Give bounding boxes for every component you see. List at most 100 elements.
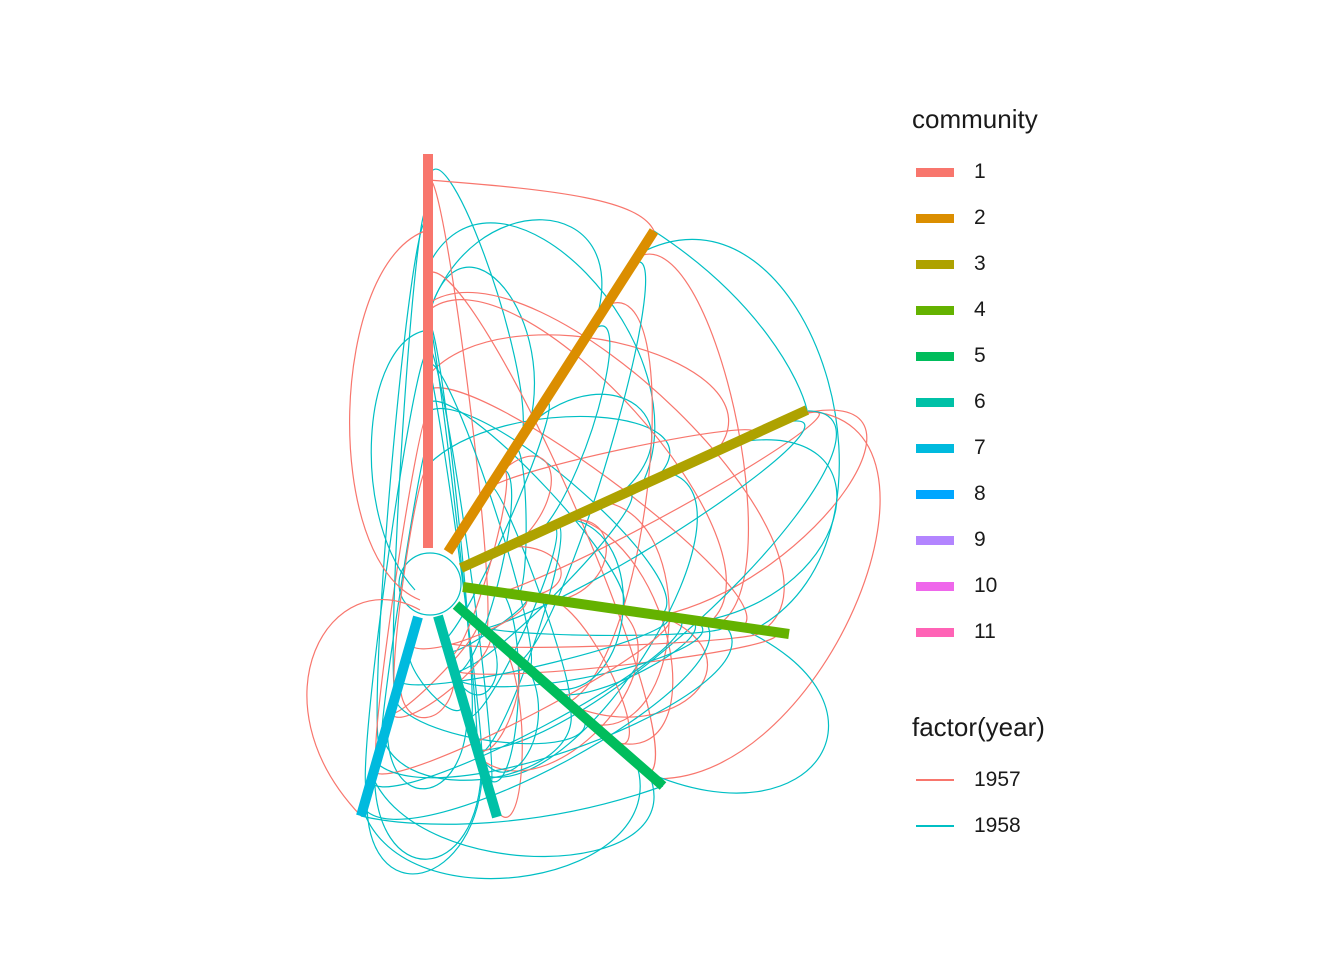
community-legend-label: 3 — [974, 252, 986, 275]
edge — [455, 632, 498, 696]
edge — [393, 466, 429, 693]
community-legend-label: 2 — [974, 206, 986, 229]
community-legend-label: 9 — [974, 528, 986, 551]
edge — [427, 291, 785, 631]
edge — [488, 429, 755, 489]
axis-community-7 — [356, 615, 423, 818]
edge — [646, 625, 830, 794]
community-legend-key — [916, 443, 954, 453]
edge — [427, 266, 535, 425]
edge — [427, 168, 524, 437]
edge — [477, 410, 837, 752]
community-legend-item: 5 — [912, 333, 1038, 379]
community-legend-label: 7 — [974, 436, 986, 459]
edge — [427, 334, 730, 452]
edge — [371, 773, 655, 858]
edge — [427, 367, 483, 765]
edge — [454, 491, 633, 673]
edge — [366, 767, 484, 875]
edge — [362, 621, 710, 820]
community-legend-key — [916, 351, 954, 361]
axis-community-3 — [458, 405, 810, 573]
community-legend-item: 2 — [912, 195, 1038, 241]
community-legend-item: 1 — [912, 149, 1038, 195]
edge — [454, 469, 513, 676]
edge — [399, 615, 669, 686]
community-legend-label: 6 — [974, 390, 986, 413]
edge — [701, 439, 838, 622]
edge — [362, 762, 641, 880]
edge — [373, 616, 671, 775]
community-legend-key — [916, 397, 954, 407]
community-legend-key — [916, 305, 954, 315]
community-legend-key — [916, 213, 954, 223]
edge — [529, 393, 653, 497]
edge — [386, 715, 468, 790]
community-legend-item: 6 — [912, 379, 1038, 425]
edge — [567, 302, 653, 704]
community-legend-key — [916, 489, 954, 499]
edge — [409, 595, 528, 650]
community-legend-label: 5 — [974, 344, 986, 367]
year-legend-item: 1958 — [912, 803, 1045, 849]
edge — [639, 238, 840, 630]
axis-community-2 — [443, 228, 659, 555]
edge — [492, 647, 523, 818]
edge — [306, 598, 421, 817]
edge — [382, 703, 572, 781]
edge — [556, 619, 697, 696]
edge — [456, 619, 704, 688]
edge — [654, 410, 881, 780]
edge — [636, 253, 749, 625]
edge — [360, 785, 664, 825]
axis-community-5 — [452, 601, 667, 790]
edge — [572, 516, 674, 745]
edge — [348, 229, 429, 601]
edge — [467, 525, 558, 718]
edge — [392, 210, 429, 698]
edge — [592, 501, 670, 726]
community-legend-item: 3 — [912, 241, 1038, 287]
year-legend: factor(year) 1957 1958 — [912, 712, 1045, 849]
community-legend-item: 9 — [912, 517, 1038, 563]
edge — [364, 350, 429, 794]
edge — [484, 472, 698, 778]
edge — [661, 409, 868, 617]
community-legend-label: 8 — [974, 482, 986, 505]
edge — [427, 299, 727, 623]
community-legend-key — [916, 535, 954, 545]
edge — [373, 764, 483, 860]
community-legend-key — [916, 627, 954, 637]
community-legend-label: 11 — [974, 620, 996, 643]
community-legend-item: 10 — [912, 563, 1038, 609]
community-legend-label: 4 — [974, 298, 986, 321]
community-legend-item: 4 — [912, 287, 1038, 333]
year-legend-key — [916, 779, 954, 781]
axis-community-4 — [462, 582, 790, 639]
community-legend-item: 11 — [912, 609, 1038, 655]
edge — [444, 401, 550, 641]
edge — [570, 614, 709, 718]
edge — [505, 546, 562, 597]
edge — [427, 408, 668, 616]
year-legend-label: 1958 — [974, 814, 1021, 837]
edge — [520, 261, 647, 662]
edge — [427, 222, 656, 486]
edge — [477, 667, 540, 773]
edge — [393, 698, 586, 745]
edge — [653, 230, 808, 411]
community-legend-title: community — [912, 104, 1038, 134]
year-legend-key — [916, 825, 954, 827]
axis-community-6 — [433, 614, 502, 819]
edge — [375, 624, 733, 779]
community-legend-item: 8 — [912, 471, 1038, 517]
year-legend-label: 1957 — [974, 768, 1021, 791]
edge — [496, 455, 552, 542]
year-legend-title: factor(year) — [912, 712, 1045, 742]
edge — [540, 325, 611, 533]
edge — [370, 617, 683, 788]
edge — [399, 673, 456, 719]
community-legend-label: 1 — [974, 160, 986, 183]
edge — [556, 518, 607, 602]
